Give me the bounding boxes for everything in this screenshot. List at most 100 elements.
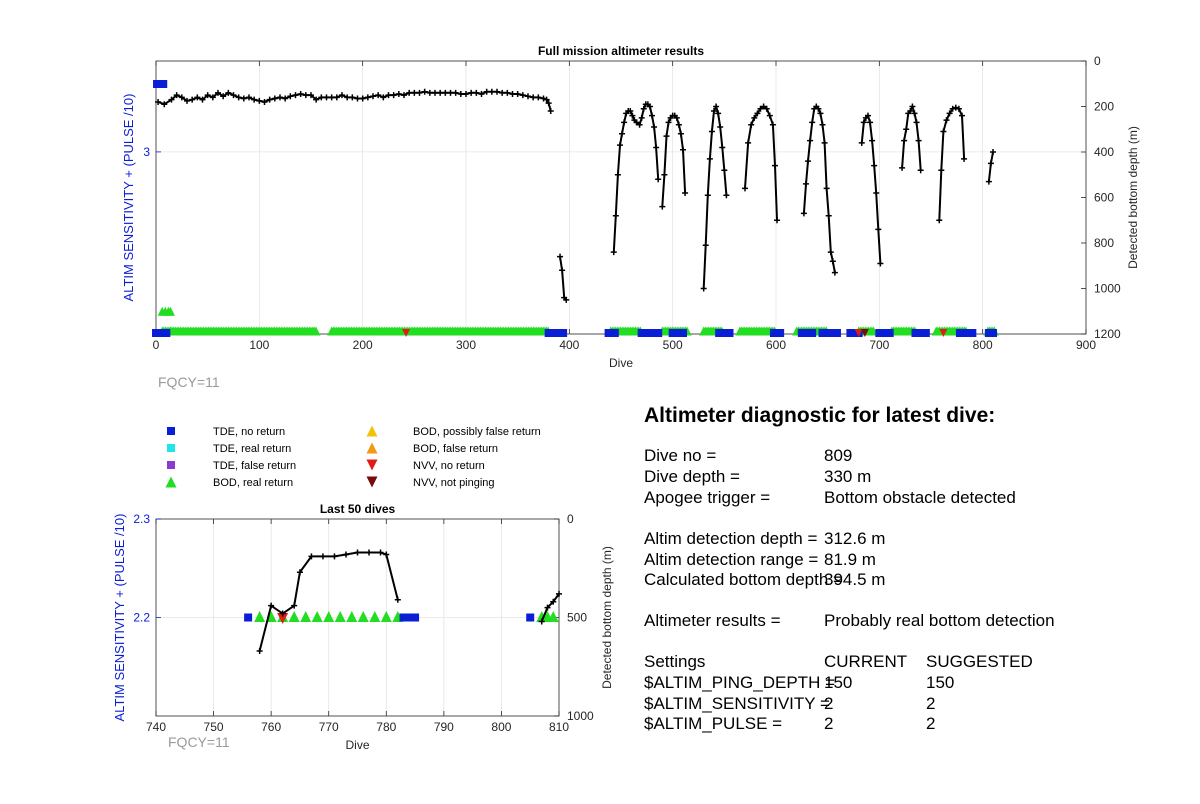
diag-label-dive-depth: Dive depth =: [644, 467, 740, 486]
setting-label-ping-depth: $ALTIM_PING_DEPTH =: [644, 673, 835, 692]
last50-bod-real-return-marker: [346, 611, 358, 622]
setting-current-sensitivity: 2: [824, 694, 834, 713]
main-bottom-depth-point: [704, 192, 711, 199]
main-bottom-depth-point: [636, 121, 643, 128]
main-bottom-depth-point: [282, 95, 289, 102]
main-bottom-depth-point: [375, 92, 382, 99]
last50-bottom-depth-point: [394, 596, 401, 603]
main-bottom-depth-point: [344, 94, 351, 101]
last50-x-tick-label: 740: [146, 720, 166, 734]
last50-bottom-depth-point: [550, 598, 557, 605]
main-nvv-no-return-marker: [402, 329, 411, 337]
main-bottom-depth-point: [763, 105, 770, 112]
main-bottom-depth-point: [349, 94, 356, 101]
last50-bottom-depth-point: [319, 553, 326, 560]
legend-marker-bod-real-return: [165, 476, 177, 488]
main-bottom-depth-point: [530, 94, 537, 101]
last50-bottom-depth-line: [540, 593, 560, 622]
main-bottom-depth-point: [677, 130, 684, 137]
main-bottom-depth-point: [655, 176, 662, 183]
main-bottom-depth-point: [745, 139, 752, 146]
last50-bottom-depth-point: [296, 569, 303, 576]
main-bottom-depth-line: [860, 113, 882, 264]
main-nvv-no-return-marker: [939, 329, 948, 337]
main-bottom-depth-point: [805, 158, 812, 165]
main-bottom-depth-point: [457, 90, 464, 97]
last50-x-tick-label: 770: [319, 720, 339, 734]
main-bottom-depth-point: [748, 121, 755, 128]
legend-label-tde-real-return: TDE, real return: [213, 443, 291, 455]
diag-value-apogee-trigger: Bottom obstacle detected: [824, 488, 1016, 507]
main-bottom-depth-line: [744, 105, 778, 221]
main-bottom-depth-point: [251, 96, 258, 103]
main-bottom-depth-point: [547, 108, 554, 115]
main-bottom-depth-point: [525, 93, 531, 100]
main-bottom-depth-point: [308, 92, 314, 99]
last50-x-tick-label: 810: [549, 720, 569, 734]
main-tde-no-return-marker: [725, 329, 734, 337]
main-tde-no-return-marker: [559, 329, 568, 337]
main-bottom-depth-point: [661, 171, 668, 178]
last50-bod-real-return-marker: [369, 611, 381, 622]
legend-marker-bod-false-return: [366, 442, 378, 454]
main-x-tick-label: 800: [973, 338, 993, 352]
main-bottom-depth-point: [901, 137, 908, 144]
main-bottom-depth-point: [769, 121, 776, 128]
main-title: Full mission altimeter results: [538, 44, 704, 58]
setting-current-ping-depth: 150: [824, 673, 853, 692]
diag-label-detection-range: Altim detection range =: [644, 550, 819, 569]
main-bottom-depth-point: [619, 130, 626, 137]
main-bottom-depth-point: [700, 285, 707, 292]
last50-bod-real-return-marker: [547, 611, 559, 622]
legend-marker-tde-real-return: [167, 444, 175, 452]
main-bottom-depth-point: [318, 94, 325, 101]
last50-bod-real-return-marker: [288, 611, 300, 622]
main-bottom-depth-point: [178, 94, 185, 101]
main-bottom-depth-point: [483, 88, 490, 95]
main-bod-real-return-marker: [165, 306, 175, 316]
main-nvv-not-pinging-marker: [860, 329, 869, 337]
main-bottom-depth-point: [907, 108, 914, 115]
main-bottom-depth-point: [189, 96, 196, 103]
main-bottom-depth-point: [209, 94, 216, 101]
main-bottom-depth-point: [629, 112, 636, 119]
last50-bottom-depth-point: [291, 602, 298, 609]
main-bottom-depth-point: [616, 142, 623, 149]
main-bottom-depth-point: [757, 105, 764, 112]
main-tde-no-return-marker: [654, 329, 663, 337]
main-bottom-depth-point: [959, 112, 965, 119]
main-bottom-depth-point: [949, 105, 956, 112]
last50-bottom-depth-point: [354, 549, 361, 556]
main-bottom-depth-line: [802, 105, 836, 273]
setting-suggested-sensitivity: 2: [926, 694, 936, 713]
diagnostic-title: Altimeter diagnostic for latest dive:: [644, 404, 996, 427]
main-bottom-depth-point: [271, 95, 278, 102]
setting-suggested-pulse: 2: [926, 714, 936, 733]
main-bottom-depth-point: [717, 123, 724, 130]
main-bottom-depth-point: [955, 105, 962, 112]
main-bottom-depth-point: [774, 217, 781, 224]
last50-x-tick-label: 800: [491, 720, 511, 734]
main-bottom-depth-point: [807, 137, 814, 144]
legend-label-tde-false-return: TDE, false return: [213, 460, 296, 472]
last50-bottom-depth-point: [308, 553, 315, 560]
main-bottom-depth-point: [543, 96, 550, 103]
main-bottom-depth-point: [682, 189, 689, 196]
legend-label-bod-real-return: BOD, real return: [213, 477, 293, 489]
main-bottom-depth-point: [535, 94, 542, 101]
main-bottom-depth-point: [899, 164, 906, 171]
last50-tde-no-return-marker: [399, 613, 408, 622]
main-tde-no-return-marker: [989, 329, 997, 337]
last50-y-right-tick-label: 0: [567, 512, 574, 526]
main-bottom-depth-point: [297, 90, 304, 97]
last50-tde-no-return-marker: [526, 613, 535, 622]
main-bottom-depth-point: [204, 92, 211, 99]
main-bottom-depth-point: [359, 95, 366, 102]
main-y-right-tick-label: 800: [1094, 236, 1114, 250]
main-bottom-depth-point: [659, 203, 666, 210]
main-bottom-depth-point: [333, 94, 340, 101]
last50-y-right-tick-label: 500: [567, 611, 587, 625]
main-bottom-depth-point: [858, 139, 865, 146]
main-y-right-tick-label: 400: [1094, 145, 1114, 159]
main-bottom-depth-point: [917, 167, 924, 174]
